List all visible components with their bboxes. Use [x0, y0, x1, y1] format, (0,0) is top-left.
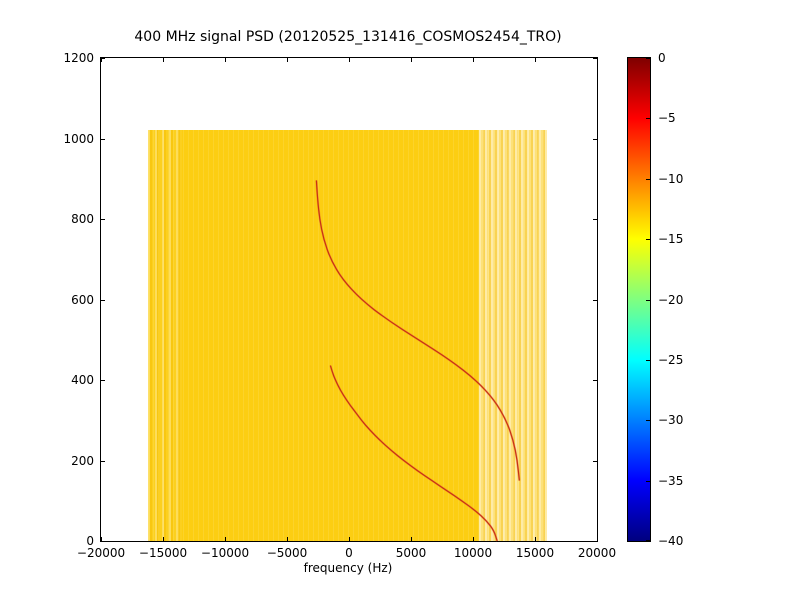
colorbar-tick [646, 299, 650, 301]
y-tick-right [593, 219, 597, 220]
y-tick-right [593, 58, 597, 59]
colorbar-tick [646, 118, 650, 120]
colorbar-tick [646, 540, 650, 541]
y-tick [101, 138, 105, 140]
heatmap [148, 130, 548, 541]
x-tick-label: −15000 [138, 546, 188, 560]
colorbar-gradient [628, 58, 650, 541]
colorbar-tick-label: −5 [658, 111, 676, 126]
x-tick-label: −5000 [266, 546, 308, 560]
y-tick [101, 541, 105, 542]
y-tick [101, 299, 105, 301]
colorbar: 0 −5 −10 −15 −20 −25 −30 −35 −40 [627, 51, 683, 548]
y-tick-label: 400 [71, 373, 94, 387]
colorbar-tick-label: −35 [658, 473, 684, 488]
colorbar-tick [646, 58, 650, 59]
y-tick [101, 380, 105, 381]
colorbar-tick [646, 178, 650, 180]
y-axis-label: time (s) [0, 238, 1, 358]
y-tick-right [593, 299, 597, 301]
y-tick-right [593, 460, 597, 462]
doppler-traces [315, 180, 521, 542]
x-axis-label: frequency (Hz) [303, 561, 393, 575]
chart-title: 400 MHz signal PSD (20120525_131416_COSM… [134, 29, 562, 45]
colorbar-tick-label: −15 [658, 232, 684, 247]
colorbar-tick [646, 359, 650, 361]
x-tick-top [101, 58, 102, 62]
x-tick [597, 537, 598, 541]
colorbar-tick [646, 239, 650, 241]
x-tick [535, 537, 536, 541]
colorbar-tick-label: −40 [658, 534, 684, 548]
y-tick [101, 219, 105, 220]
y-tick-label: 1200 [63, 51, 94, 65]
y-tick-label: 1000 [63, 131, 94, 146]
x-tick-label: 20000 [577, 546, 617, 560]
x-tick-label: −20000 [76, 546, 126, 560]
doppler-trace-upper-halo [315, 180, 521, 481]
x-tick-top [349, 58, 350, 62]
x-tick-label: 15000 [515, 546, 555, 560]
x-tick-label: 10000 [453, 546, 493, 560]
y-tick-label: 200 [71, 453, 94, 468]
y-tick-label: 600 [71, 292, 94, 307]
x-tick-top [225, 58, 226, 62]
colorbar-tick-label: −30 [658, 413, 684, 428]
x-tick-top [535, 58, 536, 62]
y-tick [101, 58, 105, 59]
doppler-trace-lower-halo [329, 365, 499, 542]
x-tick [473, 537, 474, 541]
doppler-trace-upper [315, 180, 520, 481]
plot-area: −20000 −15000 −10000 −5000 0 5000 10000 15000 20… [63, 51, 616, 560]
colorbar-tick-label: −25 [658, 352, 684, 367]
x-tick-top [597, 58, 598, 62]
y-tick-right [593, 541, 597, 542]
y-tick-label: 800 [71, 212, 94, 226]
x-tick [411, 537, 412, 541]
colorbar-tick-label: −20 [658, 292, 684, 307]
x-tick-top [287, 58, 288, 62]
y-tick-right [593, 380, 597, 381]
x-tick [225, 537, 226, 541]
y-tick-right [593, 138, 597, 140]
doppler-trace-lower [329, 365, 498, 542]
x-tick-label: −10000 [200, 546, 250, 560]
y-tick-label: 0 [86, 534, 94, 548]
colorbar-tick [646, 420, 650, 422]
colorbar-tick-label: −10 [658, 171, 684, 186]
x-tick [287, 537, 288, 541]
x-tick-top [473, 58, 474, 62]
colorbar-tick-label: 0 [658, 51, 666, 65]
x-tick [101, 537, 102, 541]
x-tick-top [411, 58, 412, 62]
x-tick [349, 537, 350, 541]
y-tick [101, 460, 105, 462]
x-tick [163, 537, 164, 541]
x-tick-top [163, 58, 164, 62]
colorbar-tick [646, 480, 650, 482]
x-tick-label: 0 [345, 546, 353, 560]
x-tick-label: 5000 [395, 546, 427, 560]
